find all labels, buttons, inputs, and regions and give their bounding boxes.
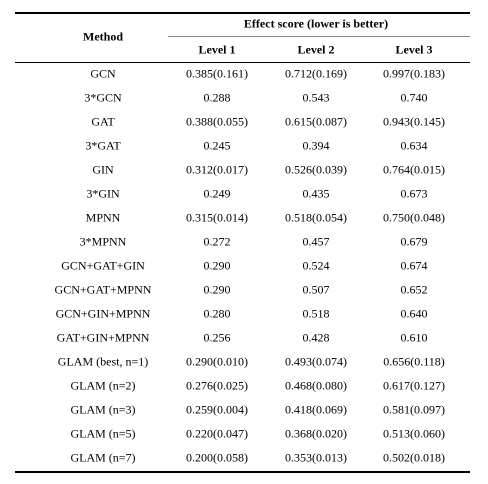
score-cell: 0.368(0.020) (285, 426, 347, 441)
method-cell: GCN+GIN+MPNN (55, 306, 151, 321)
score-cell: 0.502(0.018) (383, 450, 445, 465)
score-cell: 0.259(0.004) (186, 402, 248, 417)
score-cell: 0.245 (203, 138, 231, 153)
score-cell: 0.388(0.055) (186, 114, 248, 129)
method-cell: GLAM (best, n=1) (57, 354, 149, 369)
score-cell: 0.256 (203, 330, 231, 345)
score-cell: 0.290(0.010) (186, 354, 248, 369)
method-cell: GCN+GAT+MPNN (54, 282, 152, 297)
score-cell: 0.673 (400, 186, 428, 201)
score-cell: 0.518 (302, 306, 330, 321)
score-cell: 0.656(0.118) (383, 354, 445, 369)
score-cell: 0.943(0.145) (383, 114, 445, 129)
method-cell: GAT+GIN+MPNN (56, 330, 150, 345)
score-cell: 0.276(0.025) (186, 378, 248, 393)
method-cell: 3*GCN (84, 90, 122, 105)
score-cell: 0.200(0.058) (186, 450, 248, 465)
score-cell: 0.290 (203, 282, 231, 297)
group-rule (168, 36, 470, 37)
score-cell: 0.457 (302, 234, 330, 249)
score-cell: 0.288 (203, 90, 231, 105)
score-cell: 0.674 (400, 258, 428, 273)
score-cell: 0.435 (302, 186, 330, 201)
score-cell: 0.428 (302, 330, 330, 345)
method-cell: GAT (91, 114, 115, 129)
score-cell: 0.615(0.087) (285, 114, 347, 129)
score-cell: 0.385(0.161) (186, 66, 248, 81)
score-cell: 0.634 (400, 138, 428, 153)
method-cell: GLAM (n=5) (70, 426, 136, 441)
method-cell: 3*GAT (85, 138, 121, 153)
score-cell: 0.640 (400, 306, 428, 321)
score-cell: 0.543 (302, 90, 330, 105)
method-header: Method (83, 29, 123, 44)
score-cell: 0.312(0.017) (186, 162, 248, 177)
score-cell: 0.493(0.074) (285, 354, 347, 369)
score-cell: 0.652 (400, 282, 428, 297)
method-cell: GLAM (n=2) (70, 378, 136, 393)
score-cell: 0.997(0.183) (383, 66, 445, 81)
score-cell: 0.280 (203, 306, 231, 321)
score-cell: 0.468(0.080) (285, 378, 347, 393)
header-rule (15, 62, 470, 63)
score-cell: 0.712(0.169) (285, 66, 347, 81)
method-cell: GLAM (n=7) (70, 450, 136, 465)
score-cell: 0.220(0.047) (186, 426, 248, 441)
score-cell: 0.581(0.097) (383, 402, 445, 417)
score-cell: 0.679 (400, 234, 428, 249)
score-cell: 0.507 (302, 282, 330, 297)
score-cell: 0.418(0.069) (285, 402, 347, 417)
method-cell: GCN+GAT+GIN (61, 258, 145, 273)
score-cell: 0.518(0.054) (285, 210, 347, 225)
score-cell: 0.764(0.015) (383, 162, 445, 177)
method-cell: MPNN (85, 210, 121, 225)
method-cell: GLAM (n=3) (70, 402, 136, 417)
score-cell: 0.526(0.039) (285, 162, 347, 177)
score-cell: 0.272 (203, 234, 231, 249)
score-cell: 0.610 (400, 330, 428, 345)
score-cell: 0.249 (203, 186, 231, 201)
score-cell: 0.394 (302, 138, 330, 153)
score-cell: 0.524 (302, 258, 330, 273)
score-cell: 0.740 (400, 90, 428, 105)
bottom-rule (15, 471, 470, 473)
score-cell: 0.315(0.014) (186, 210, 248, 225)
score-cell: 0.353(0.013) (285, 450, 347, 465)
group-header: Effect score (lower is better) (243, 16, 389, 31)
method-cell: 3*GIN (86, 186, 120, 201)
score-cell: 0.617(0.127) (383, 378, 445, 393)
method-cell: GCN (90, 66, 116, 81)
score-cell: 0.513(0.060) (383, 426, 445, 441)
method-cell: 3*MPNN (79, 234, 127, 249)
method-cell: GIN (92, 162, 114, 177)
score-cell: 0.290 (203, 258, 231, 273)
level-header: Level 1 (198, 42, 236, 57)
level-header: Level 2 (297, 42, 335, 57)
top-rule (15, 12, 470, 14)
score-cell: 0.750(0.048) (383, 210, 445, 225)
level-header: Level 3 (395, 42, 433, 57)
